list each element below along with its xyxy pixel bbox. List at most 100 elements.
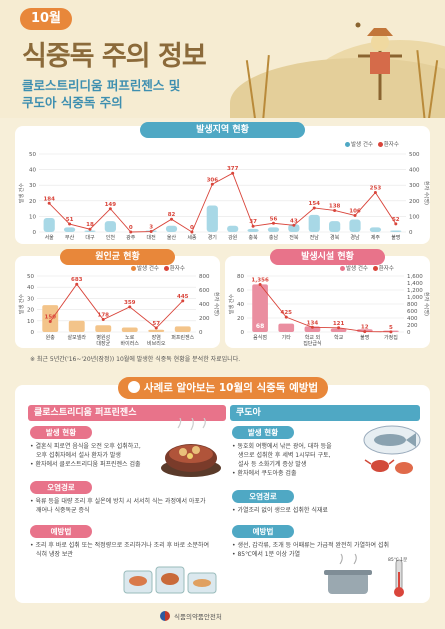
y-axis-label-right: 환자 수(명) [213, 292, 220, 316]
bar [104, 221, 116, 232]
patients-data-label: 37 [249, 219, 257, 225]
perfringens-status-pill: 발생 현황 [30, 426, 92, 439]
bar [330, 328, 347, 332]
bar [267, 227, 280, 232]
perfringens-prevention-pill: 예방법 [30, 525, 92, 538]
patients-data-label: 12 [361, 325, 369, 331]
patients-data-label: 1,356 [251, 278, 269, 284]
patients-data-label: 683 [71, 277, 83, 283]
text-line: 생으로 섭취한 후 세벽 1시부터 구토, [238, 452, 331, 459]
bar [63, 227, 76, 232]
page-title: 식중독 주의 정보 [22, 41, 207, 72]
x-tick-label: 기타 [282, 334, 292, 341]
y-tick-left: 0 [31, 330, 35, 336]
patients-data-label: 5 [389, 325, 393, 331]
patients-line [48, 172, 397, 233]
patients-data-label: 51 [66, 217, 74, 223]
data-source-note: ※ 최근 5년간('16~'20년(잠정)) 10월에 발생한 식중독 현황을 … [30, 356, 241, 363]
bar [278, 323, 295, 332]
patients-point [363, 330, 367, 334]
text-line: • 생선, 갑각류, 조개 등 어패류는 가급적 완전히 가열하여 섭취 [232, 542, 389, 549]
x-tick-label: 학교 외 [305, 334, 320, 341]
bar [43, 217, 55, 232]
page-subtitle: 클로스트리디움 퍼프린젠스 및 쿠도아 식중독 주의 [22, 77, 180, 111]
prevention-header: 사례로 알아보는 10월의 식중독 예방법 [118, 377, 328, 399]
y-axis-label-left: 발생 건수 [18, 183, 25, 203]
x-tick-label: 불명 [391, 234, 400, 241]
x-tick-label: 불명 [360, 334, 369, 341]
bar [95, 325, 112, 332]
patients-point [394, 222, 398, 226]
y-tick-right: 1,200 [407, 288, 423, 294]
patients-data-label: 154 [309, 201, 321, 207]
x-tick-label: 퍼프린젠스 [171, 334, 194, 341]
x-tick-label: 병원성 [96, 334, 110, 341]
text-line: • 동호회 여행에서 낚은 광어, 대하 등을 [232, 443, 332, 450]
y-tick-left: 40 [29, 168, 36, 174]
y-axis-label-left: 발생 건수 [228, 294, 235, 314]
bar [390, 230, 402, 232]
patients-point [128, 305, 132, 309]
stew-pot-illustration [161, 418, 221, 477]
y-tick-left: 20 [237, 316, 244, 322]
patients-point [47, 201, 51, 205]
y-tick-left: 0 [241, 330, 245, 336]
y-axis-label-right: 환자 수(명) [423, 181, 430, 205]
patients-point [353, 213, 357, 217]
y-tick-left: 10 [27, 319, 34, 325]
x-tick-label: 서울 [45, 234, 55, 241]
x-tick-label: 살모넬라 [68, 334, 87, 341]
perfringens-prevention-text: • 조리 후 바로 섭취 또는 적정량으로 조리하거나 조리 후 바로 소분하여… [30, 541, 220, 559]
patients-data-label: 0 [190, 225, 194, 231]
x-tick-label: 강원 [228, 234, 238, 241]
patients-data-label: 134 [307, 320, 319, 326]
patients-data-label: 445 [177, 294, 189, 300]
kudoa-prevention-text: • 생선, 갑각류, 조개 등 어패류는 가급적 완전히 가열하여 섭취 • 8… [232, 541, 424, 559]
patients-data-label: 106 [349, 208, 361, 214]
kudoa-route-text: • 가열조리 없이 생으로 섭취한 식재료 [232, 506, 422, 515]
legend-patients: 환자수 [383, 142, 399, 148]
patients-data-label: 253 [370, 186, 382, 192]
patients-point [337, 326, 341, 330]
kudoa-status-text: • 동호회 여행에서 낚은 광어, 대하 등을 생으로 섭취한 후 세벽 1시부… [232, 442, 367, 478]
x-tick-label: 대장균 [96, 340, 110, 347]
y-tick-left: 30 [27, 296, 34, 302]
footer-org: 식품의약품안전처 [174, 613, 222, 621]
text-line: • 가열조리 없이 생으로 섭취한 식재료 [232, 507, 328, 514]
patients-point [251, 224, 255, 228]
text-line: 설사 등 소화기계 증상 발생 [238, 461, 307, 468]
kudoa-status-pill: 발생 현황 [232, 426, 294, 439]
facility-chart: 02040608002004006008001,0001,2001,4001,6… [228, 274, 430, 347]
y-tick-right: 100 [409, 214, 420, 220]
patients-data-label: 3 [149, 225, 153, 231]
patients-point [190, 230, 194, 234]
perfringens-route-pill: 오염경로 [30, 481, 92, 494]
legend-patients: 환자수 [378, 266, 394, 272]
y-axis-label-left: 발생 건수 [18, 294, 25, 314]
patients-point [181, 299, 185, 303]
patients-data-label: 359 [124, 300, 136, 306]
y-tick-right: 1,000 [407, 295, 423, 301]
x-tick-label: 노로 [125, 335, 135, 341]
patients-point [231, 171, 235, 175]
patients-data-label: 43 [290, 218, 298, 224]
patients-point [258, 283, 262, 287]
y-tick-left: 30 [29, 183, 36, 189]
patients-point [389, 330, 393, 334]
kudoa-route-pill: 오염경로 [232, 490, 294, 503]
x-tick-label: 가정집 [384, 334, 398, 341]
patients-point [312, 206, 316, 210]
perfringens-route-text: • 육류 등을 대량 조리 후 실온에 방치 시 서서히 식는 과정에서 아포가… [30, 497, 220, 515]
y-tick-left: 50 [27, 274, 34, 280]
patients-data-label: 178 [98, 313, 110, 319]
patients-point [373, 191, 377, 195]
y-tick-right: 0 [407, 330, 411, 336]
perfringens-title: 클로스트리디움 퍼프린젠스 [28, 405, 226, 421]
bar-value-label: 68 [256, 323, 264, 330]
patients-data-label: 150 [45, 315, 57, 321]
bar [174, 326, 191, 332]
patients-point [292, 223, 296, 227]
patients-point [333, 208, 337, 212]
y-tick-right: 300 [409, 183, 420, 189]
x-tick-label: 세종 [187, 234, 197, 241]
